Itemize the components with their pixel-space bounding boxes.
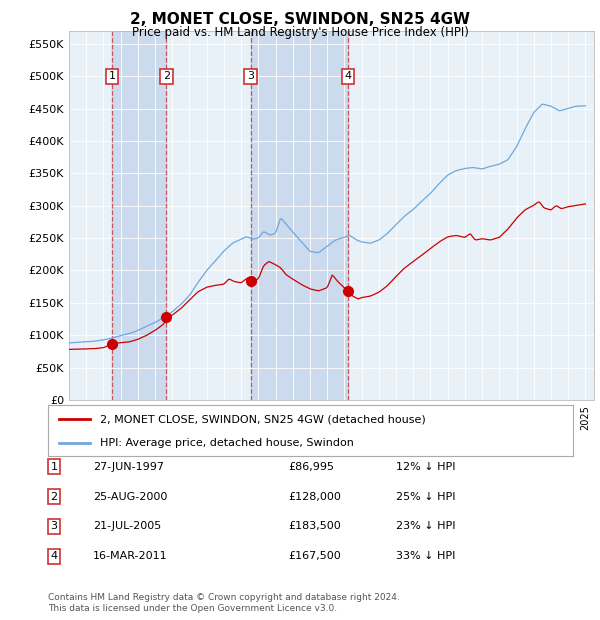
Bar [251,31,348,400]
Text: HPI: Average price, detached house, Swindon: HPI: Average price, detached house, Swin… [101,438,355,448]
Text: 25% ↓ HPI: 25% ↓ HPI [396,492,455,502]
Text: 3: 3 [50,521,58,531]
Text: Contains HM Land Registry data © Crown copyright and database right 2024.
This d: Contains HM Land Registry data © Crown c… [48,593,400,613]
Text: 27-JUN-1997: 27-JUN-1997 [93,462,164,472]
Text: £183,500: £183,500 [288,521,341,531]
Text: 25-AUG-2000: 25-AUG-2000 [93,492,167,502]
Text: 4: 4 [344,71,352,81]
Text: 2, MONET CLOSE, SWINDON, SN25 4GW (detached house): 2, MONET CLOSE, SWINDON, SN25 4GW (detac… [101,414,426,424]
Text: 12% ↓ HPI: 12% ↓ HPI [396,462,455,472]
Text: 23% ↓ HPI: 23% ↓ HPI [396,521,455,531]
Text: £128,000: £128,000 [288,492,341,502]
Bar [112,31,166,400]
Text: 4: 4 [50,551,58,561]
Text: £86,995: £86,995 [288,462,334,472]
Text: 2: 2 [163,71,170,81]
Text: 2, MONET CLOSE, SWINDON, SN25 4GW: 2, MONET CLOSE, SWINDON, SN25 4GW [130,12,470,27]
Text: 16-MAR-2011: 16-MAR-2011 [93,551,167,561]
Text: 1: 1 [109,71,115,81]
Text: £167,500: £167,500 [288,551,341,561]
Text: 33% ↓ HPI: 33% ↓ HPI [396,551,455,561]
Text: Price paid vs. HM Land Registry's House Price Index (HPI): Price paid vs. HM Land Registry's House … [131,26,469,39]
Text: 21-JUL-2005: 21-JUL-2005 [93,521,161,531]
Text: 3: 3 [247,71,254,81]
Text: 2: 2 [50,492,58,502]
Text: 1: 1 [50,462,58,472]
